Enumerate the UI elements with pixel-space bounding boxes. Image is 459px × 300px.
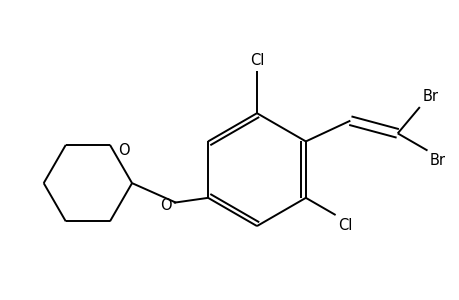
Text: O: O — [118, 143, 129, 158]
Text: O: O — [159, 198, 171, 213]
Text: Cl: Cl — [249, 52, 263, 68]
Text: Br: Br — [421, 89, 437, 104]
Text: Cl: Cl — [337, 218, 352, 233]
Text: Br: Br — [429, 154, 445, 169]
